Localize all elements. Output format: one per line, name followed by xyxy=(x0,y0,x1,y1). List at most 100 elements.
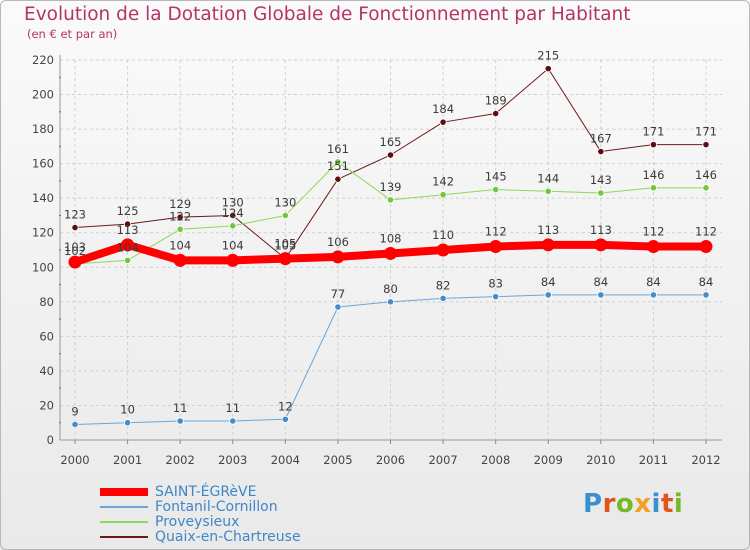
data-label-saint-egreve: 113 xyxy=(537,223,559,237)
data-label-proveysieux: 139 xyxy=(380,180,402,194)
data-point-saint-egreve xyxy=(646,240,660,254)
data-label-proveysieux: 104 xyxy=(117,240,139,254)
x-tick-label: 2007 xyxy=(428,453,457,467)
x-tick-label: 2002 xyxy=(166,453,195,467)
logo-letter: i xyxy=(673,489,684,519)
data-label-quaix-en-chartreuse: 105 xyxy=(274,239,296,253)
y-tick-label: 160 xyxy=(32,157,54,171)
data-label-fontanil-cornillon: 82 xyxy=(436,278,451,292)
data-label-proveysieux: 144 xyxy=(537,171,559,185)
data-point-quaix-en-chartreuse xyxy=(597,147,605,156)
data-point-quaix-en-chartreuse xyxy=(649,141,658,149)
data-point-fontanil-cornillon xyxy=(597,291,605,299)
logo-letter: P xyxy=(583,489,603,519)
data-point-fontanil-cornillon xyxy=(386,298,395,306)
data-point-saint-egreve xyxy=(489,240,503,254)
data-label-quaix-en-chartreuse: 171 xyxy=(642,125,664,139)
data-point-proveysieux xyxy=(334,158,342,166)
data-label-saint-egreve: 105 xyxy=(274,237,296,251)
x-tick-label: 2001 xyxy=(113,453,142,467)
data-point-saint-egreve xyxy=(68,255,82,269)
data-point-proveysieux xyxy=(229,222,237,230)
data-label-proveysieux: 130 xyxy=(274,195,296,209)
data-label-proveysieux: 102 xyxy=(64,244,86,258)
data-point-saint-egreve xyxy=(436,243,450,257)
data-label-fontanil-cornillon: 83 xyxy=(488,277,503,291)
y-tick-label: 80 xyxy=(39,295,54,309)
logo-letter: r xyxy=(602,489,616,519)
data-label-quaix-en-chartreuse: 215 xyxy=(537,49,559,63)
legend-swatch xyxy=(100,521,148,523)
legend-label: Proveysieux xyxy=(155,514,240,530)
x-tick-label: 2005 xyxy=(323,453,352,467)
y-tick-label: 20 xyxy=(39,398,54,412)
legend-label: Quaix-en-Chartreuse xyxy=(155,529,301,545)
data-label-saint-egreve: 103 xyxy=(64,240,86,254)
data-label-saint-egreve: 112 xyxy=(485,225,507,239)
data-point-quaix-en-chartreuse xyxy=(123,220,132,228)
data-point-saint-egreve xyxy=(173,253,187,267)
data-label-proveysieux: 124 xyxy=(222,206,244,220)
data-label-quaix-en-chartreuse: 167 xyxy=(590,132,612,146)
data-point-fontanil-cornillon xyxy=(176,417,184,425)
data-label-fontanil-cornillon: 80 xyxy=(383,282,398,296)
x-tick-label: 2009 xyxy=(534,453,563,467)
data-label-quaix-en-chartreuse: 171 xyxy=(695,125,717,139)
y-tick-label: 0 xyxy=(47,433,54,447)
x-tick-label: 2006 xyxy=(376,453,405,467)
chart-subtitle: (en € et par an) xyxy=(27,27,118,41)
data-point-proveysieux xyxy=(439,191,447,199)
chart-title: Evolution de la Dotation Globale de Fonc… xyxy=(24,4,631,25)
y-tick-label: 180 xyxy=(32,122,54,136)
y-tick-label: 200 xyxy=(32,88,54,102)
logo-letter: t xyxy=(660,489,674,519)
legend-swatch xyxy=(100,506,148,508)
data-label-quaix-en-chartreuse: 130 xyxy=(222,195,244,209)
y-tick-label: 140 xyxy=(32,191,54,205)
data-point-fontanil-cornillon xyxy=(649,291,658,299)
data-point-saint-egreve xyxy=(384,246,397,260)
data-label-quaix-en-chartreuse: 165 xyxy=(380,135,402,149)
series-lines xyxy=(68,65,713,429)
data-label-quaix-en-chartreuse: 123 xyxy=(64,208,86,222)
data-point-saint-egreve xyxy=(121,238,135,252)
data-label-fontanil-cornillon: 11 xyxy=(173,401,188,415)
data-point-quaix-en-chartreuse xyxy=(176,213,184,221)
data-point-proveysieux xyxy=(649,184,658,192)
data-label-quaix-en-chartreuse: 184 xyxy=(432,102,454,116)
data-point-proveysieux xyxy=(597,189,605,197)
data-label-quaix-en-chartreuse: 125 xyxy=(117,204,139,218)
data-point-proveysieux xyxy=(386,196,395,204)
y-tick-label: 100 xyxy=(32,260,54,274)
data-point-quaix-en-chartreuse xyxy=(544,65,552,73)
data-point-proveysieux xyxy=(176,225,184,233)
data-label-saint-egreve: 104 xyxy=(222,238,244,252)
data-label-fontanil-cornillon: 10 xyxy=(120,403,135,417)
data-point-fontanil-cornillon xyxy=(334,303,342,311)
data-point-saint-egreve xyxy=(278,252,292,266)
data-label-saint-egreve: 113 xyxy=(590,223,612,237)
x-tick-label: 2010 xyxy=(586,453,615,467)
data-label-fontanil-cornillon: 11 xyxy=(225,401,240,415)
data-label-quaix-en-chartreuse: 189 xyxy=(485,94,507,108)
axes: 0 20 40 60 80 100 120 140 160 180 200 220 2000 2001 20… xyxy=(32,53,722,467)
data-label-fontanil-cornillon: 12 xyxy=(278,399,293,413)
data-point-fontanil-cornillon xyxy=(702,291,710,299)
data-point-saint-egreve xyxy=(541,238,555,252)
data-label-proveysieux: 146 xyxy=(695,168,717,182)
data-point-fontanil-cornillon xyxy=(492,293,500,301)
y-tick-label: 220 xyxy=(32,53,54,67)
data-point-proveysieux xyxy=(492,185,500,194)
data-point-proveysieux xyxy=(123,256,132,264)
data-label-saint-egreve: 108 xyxy=(380,231,402,245)
data-point-fontanil-cornillon xyxy=(281,415,289,423)
proxiti-logo: Proxiti xyxy=(583,489,683,519)
x-tick-label: 2003 xyxy=(218,453,247,467)
data-point-quaix-en-chartreuse xyxy=(71,223,79,232)
data-point-fontanil-cornillon xyxy=(123,419,132,427)
data-point-quaix-en-chartreuse xyxy=(492,109,500,118)
data-label-fontanil-cornillon: 84 xyxy=(699,275,714,289)
data-label-fontanil-cornillon: 84 xyxy=(646,275,661,289)
